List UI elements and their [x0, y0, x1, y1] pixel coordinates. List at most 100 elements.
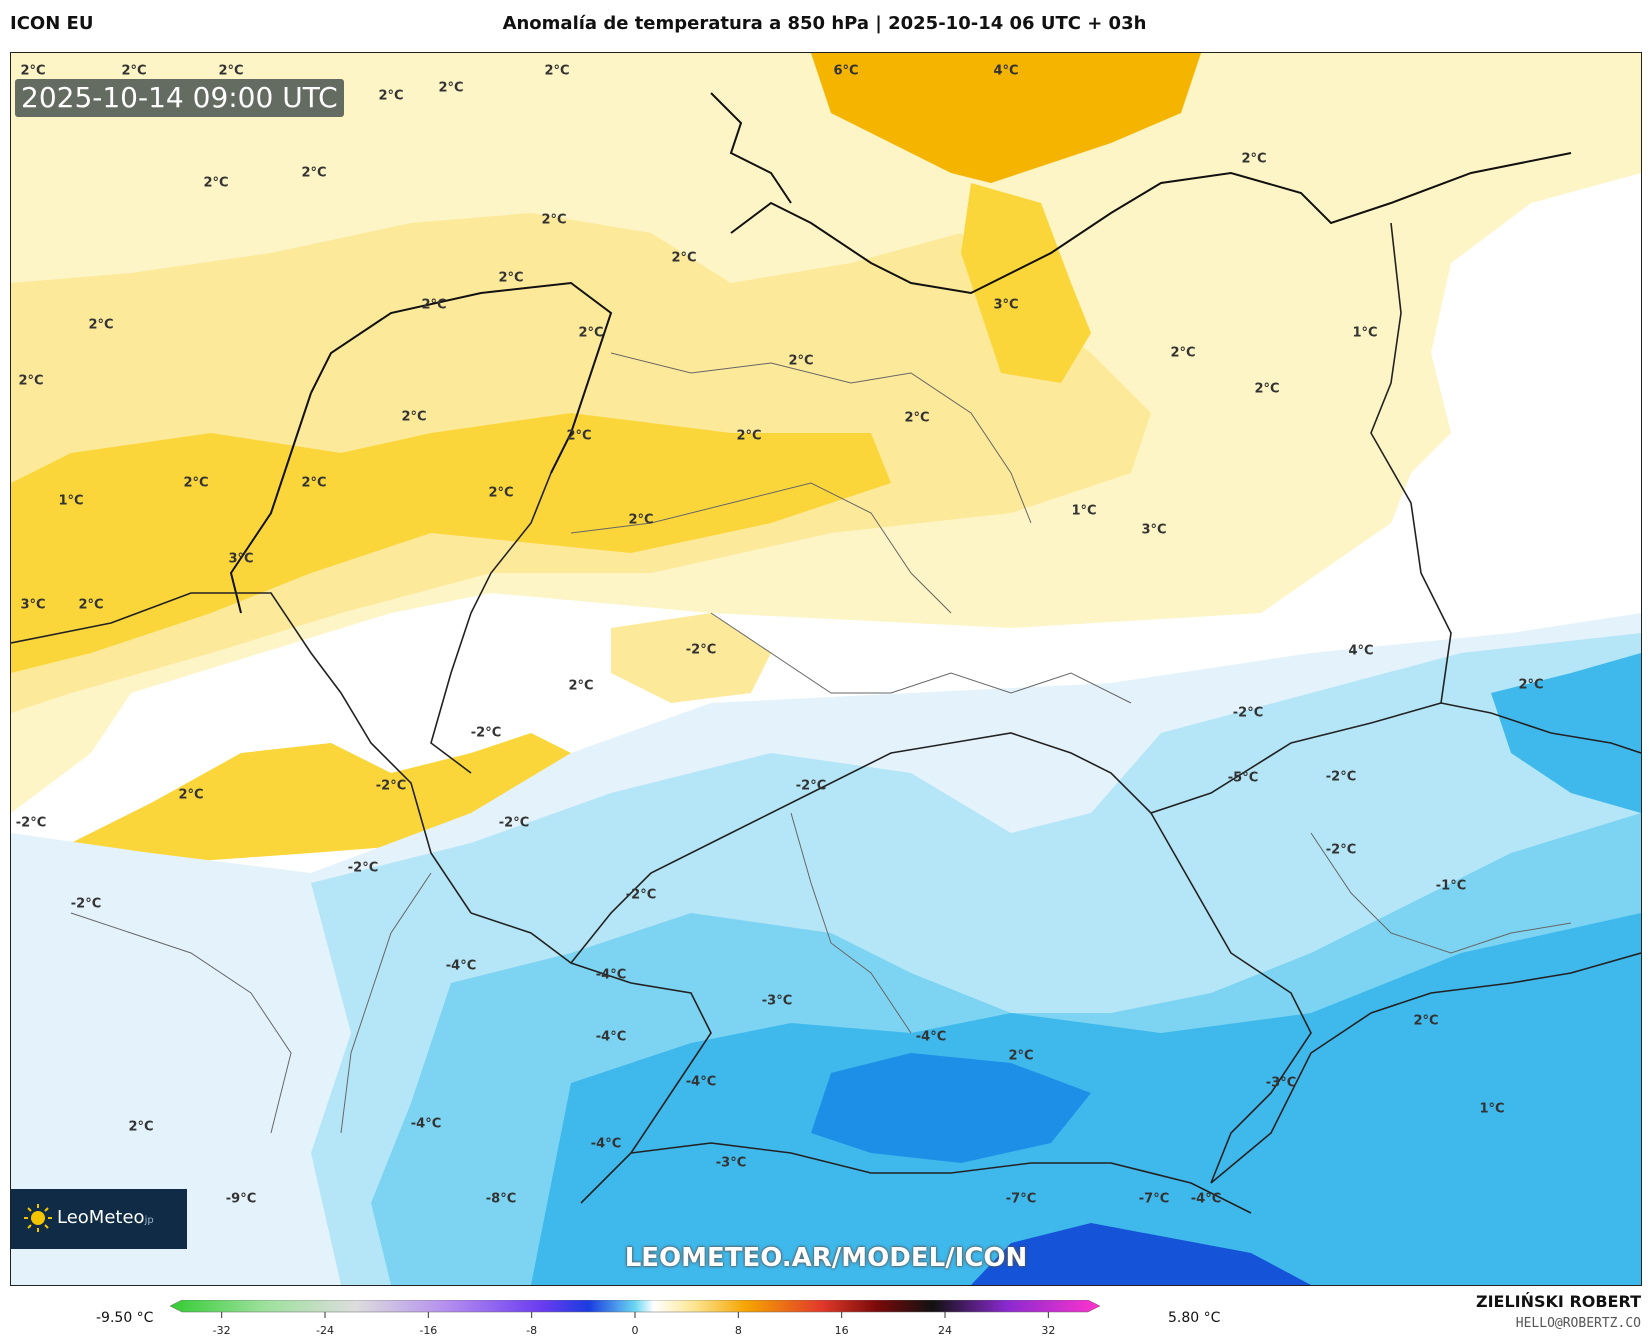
author-name: ZIELIŃSKI ROBERT	[1475, 1292, 1641, 1311]
source-watermark[interactable]: LEOMETEO.AR/MODEL/ICON	[624, 1243, 1028, 1273]
colorbar-tick-label: -16	[419, 1324, 438, 1337]
cool-zone-deep	[971, 1223, 1311, 1285]
colorbar	[170, 1300, 1100, 1318]
anomaly-value-label: -4°C	[1190, 1191, 1222, 1207]
anomaly-value-label: -7°C	[1005, 1191, 1037, 1207]
anomaly-value-label: 3°C	[228, 551, 254, 567]
anomaly-value-label: -2°C	[1325, 769, 1357, 785]
colorbar-tick-label: -32	[212, 1324, 231, 1337]
anomaly-value-label: 4°C	[1348, 643, 1374, 659]
anomaly-value-label: 1°C	[1352, 325, 1378, 341]
coastlines	[229, 92, 1572, 614]
anomaly-value-label: -2°C	[375, 778, 407, 794]
map-panel[interactable]: 2025-10-14 09:00 UTC 2°C 2°C 2°C 2°C 2°C 2°C 6…	[10, 52, 1642, 1286]
logo-name: LeoMeteo	[57, 1207, 145, 1228]
anomaly-value-label: 2°C	[20, 63, 46, 79]
anomaly-value-label: -4°C	[685, 1074, 717, 1090]
anomaly-value-label: -4°C	[915, 1029, 947, 1045]
anomaly-value-label: 2°C	[541, 212, 567, 228]
anomaly-value-label: 2°C	[568, 678, 594, 694]
logo-suffix: jp	[144, 1215, 154, 1226]
anomaly-value-label: 2°C	[121, 63, 147, 79]
anomaly-value-label: 2°C	[18, 373, 44, 389]
anomaly-value-label: 2°C	[438, 80, 464, 96]
anomaly-value-label: 2°C	[88, 317, 114, 333]
anomaly-value-label: 2°C	[401, 409, 427, 425]
anomaly-value-label: 2°C	[183, 475, 209, 491]
anomaly-value-label: 2°C	[203, 175, 229, 191]
anomaly-value-label: 1°C	[1479, 1101, 1505, 1117]
model-name: ICON EU	[10, 13, 94, 34]
map-title: Anomalía de temperatura a 850 hPa | 2025…	[502, 13, 1147, 34]
anomaly-value-label: 2°C	[1518, 677, 1544, 693]
anomaly-value-label: 2°C	[1170, 345, 1196, 361]
anomaly-value-label: 2°C	[566, 428, 592, 444]
anomaly-value-label: -4°C	[595, 967, 627, 983]
colorbar-tick-label: 24	[938, 1324, 952, 1337]
anomaly-value-label: -2°C	[795, 778, 827, 794]
colorbar-gradient	[170, 1300, 1100, 1313]
anomaly-value-label: -9°C	[225, 1191, 257, 1207]
legend-max-label: 5.80 °C	[1168, 1310, 1221, 1326]
colorbar-ticks	[221, 1312, 1049, 1318]
anomaly-value-label: 2°C	[421, 297, 447, 313]
warm-zone-intense	[811, 53, 1201, 183]
anomaly-value-label: 2°C	[1008, 1048, 1034, 1064]
anomaly-value-label: -3°C	[761, 993, 793, 1009]
colorbar-tick-label: 8	[734, 1324, 742, 1337]
anomaly-value-label: 3°C	[993, 297, 1019, 313]
region-borders	[70, 352, 1572, 1134]
anomaly-value-label: -2°C	[1232, 705, 1264, 721]
anomaly-value-label: 2°C	[736, 428, 762, 444]
anomaly-value-label: 3°C	[20, 597, 46, 613]
anomaly-value-label: 2°C	[578, 325, 604, 341]
valid-time-badge: 2025-10-14 09:00 UTC	[15, 79, 344, 117]
colorbar-tick-label: -24	[316, 1324, 334, 1337]
anomaly-value-label: -2°C	[15, 815, 47, 831]
anomaly-value-label: 2°C	[904, 410, 930, 426]
anomaly-value-label: -8°C	[485, 1191, 517, 1207]
anomaly-value-label: -2°C	[498, 815, 530, 831]
anomaly-value-label: 2°C	[128, 1119, 154, 1135]
anomaly-value-label: -3°C	[1265, 1075, 1297, 1091]
anomaly-value-label: 2°C	[788, 353, 814, 369]
anomaly-value-label: 2°C	[498, 270, 524, 286]
warm-zone-strong	[11, 413, 891, 673]
anomaly-value-label: 2°C	[1241, 151, 1267, 167]
author-email[interactable]: HELLO@ROBERTZ.CO	[1515, 1316, 1641, 1331]
anomaly-value-label: 2°C	[178, 787, 204, 803]
anomaly-value-label: -2°C	[1325, 842, 1357, 858]
anomaly-value-label: -1°C	[1435, 878, 1467, 894]
anomaly-value-label: -4°C	[595, 1029, 627, 1045]
country-borders	[11, 222, 1641, 1214]
anomaly-value-label: -4°C	[590, 1136, 622, 1152]
anomaly-field	[11, 53, 1641, 1285]
anomaly-value-label: 3°C	[1141, 522, 1167, 538]
anomaly-value-label: -7°C	[1138, 1191, 1170, 1207]
anomaly-value-label: -2°C	[70, 896, 102, 912]
anomaly-value-label: 2°C	[301, 475, 327, 491]
anomaly-value-label: 2°C	[378, 88, 404, 104]
anomaly-value-label: 6°C	[833, 63, 859, 79]
sun-icon	[24, 1204, 52, 1232]
cool-zone-4	[811, 1053, 1091, 1163]
anomaly-value-label: -4°C	[410, 1116, 442, 1132]
colorbar-tick-label: -8	[526, 1324, 538, 1337]
brand-logo[interactable]: LeoMeteojp	[11, 1189, 187, 1249]
anomaly-value-label: 2°C	[1413, 1013, 1439, 1029]
anomaly-value-label: -2°C	[347, 860, 379, 876]
warm-tongue	[961, 183, 1091, 383]
anomaly-value-label: 1°C	[58, 493, 84, 509]
anomaly-value-label: 2°C	[488, 485, 514, 501]
anomaly-value-label: 2°C	[544, 63, 570, 79]
colorbar-tick-label: 0	[631, 1324, 639, 1337]
anomaly-value-label: -4°C	[445, 958, 477, 974]
anomaly-value-label: 2°C	[1254, 381, 1280, 397]
colorbar-tick-label: 16	[834, 1324, 849, 1337]
anomaly-value-label: 2°C	[628, 512, 654, 528]
legend-min-label: -9.50 °C	[96, 1310, 154, 1326]
anomaly-value-label: 2°C	[78, 597, 104, 613]
anomaly-value-label: -3°C	[715, 1155, 747, 1171]
anomaly-value-label: 1°C	[1071, 503, 1097, 519]
warm-spot-1	[611, 613, 771, 703]
